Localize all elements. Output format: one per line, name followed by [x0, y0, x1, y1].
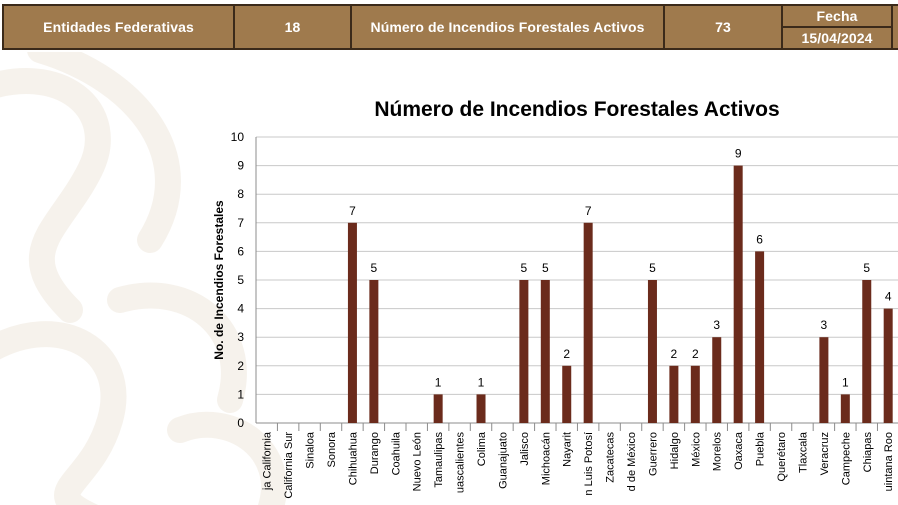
y-tick-label: 10 [231, 130, 245, 144]
y-tick-label: 7 [237, 216, 244, 230]
value-label: 2 [692, 347, 699, 361]
fires-count: 73 [715, 19, 731, 35]
x-tick-label: Oaxaca [733, 431, 745, 470]
x-tick-label: México [690, 432, 702, 467]
y-tick-label: 0 [237, 416, 244, 430]
x-tick-label: Nuevo León [412, 432, 424, 491]
x-tick-label: California Sur [283, 432, 295, 499]
bar [733, 165, 743, 423]
fires-label-cell: Número de Incendios Forestales Activos [350, 4, 665, 50]
header-edge-cell [891, 4, 898, 50]
x-tick-label: Chiapas [862, 432, 874, 473]
chart-title: Número de Incendios Forestales Activos [374, 98, 779, 121]
date-cell: Fecha 15/04/2024 [781, 4, 893, 50]
summary-header: Entidades Federativas 18 Número de Incen… [0, 0, 898, 52]
x-tick-label: Zacatecas [605, 432, 617, 483]
value-label: 1 [435, 375, 442, 389]
fires-bar-chart: Número de Incendios Forestales Activos N… [212, 98, 898, 499]
x-tick-label: Durango [369, 432, 381, 474]
x-tick-label: Hidalgo [669, 432, 681, 469]
value-label: 2 [563, 347, 570, 361]
value-label: 2 [671, 347, 678, 361]
value-label: 9 [735, 147, 742, 161]
x-tick-label: Sonora [326, 431, 338, 467]
value-label: 5 [542, 261, 549, 275]
value-label: 3 [713, 318, 720, 332]
bar [755, 251, 765, 423]
x-tick-label: Querétaro [776, 432, 788, 482]
y-tick-label: 3 [237, 330, 244, 344]
bar [562, 365, 572, 423]
bar [862, 280, 872, 423]
x-tick-label: Jalisco [519, 432, 531, 466]
x-tick-label: Campeche [840, 432, 852, 485]
x-tick-label: Colima [476, 431, 488, 466]
x-tick-label: Guanajuato [497, 432, 509, 489]
value-label: 5 [649, 261, 656, 275]
x-tick-label: Guerrero [647, 432, 659, 476]
x-tick-label: Nayarit [562, 432, 574, 467]
bar [476, 394, 486, 423]
bar [712, 337, 722, 423]
bar [669, 365, 679, 423]
entities-label: Entidades Federativas [43, 19, 194, 35]
x-tick-label: uascalientes [455, 432, 467, 494]
y-tick-label: 9 [237, 159, 244, 173]
y-tick-label: 6 [237, 244, 244, 258]
bars [347, 165, 893, 423]
value-label: 5 [371, 261, 378, 275]
grid-lines [255, 136, 898, 431]
x-tick-labels: ja California California Sur Sinaloa Sonora… [262, 431, 895, 499]
y-tick-label: 4 [237, 302, 244, 316]
value-label: 3 [821, 318, 828, 332]
date-value: 15/04/2024 [801, 30, 873, 46]
value-label: 7 [585, 204, 592, 218]
bar [883, 308, 893, 423]
x-tick-label: Tlaxcala [797, 431, 809, 473]
entities-count-cell: 18 [233, 4, 352, 50]
x-tick-label: Puebla [755, 431, 767, 466]
entities-count: 18 [284, 19, 301, 35]
x-tick-label: d de México [626, 432, 638, 491]
background-watermark [0, 50, 287, 505]
bar [519, 280, 529, 423]
value-label: 4 [885, 290, 892, 304]
y-tick-label: 2 [237, 359, 244, 373]
bar [690, 365, 700, 423]
y-axis-label: No. de Incendios Forestales [212, 200, 226, 360]
value-label: 7 [349, 204, 356, 218]
x-tick-label: Michoacán [540, 432, 552, 485]
bar [819, 337, 829, 423]
bar [433, 394, 443, 423]
y-tick-label: 5 [237, 273, 244, 287]
x-tick-label: n Luis Potosí [583, 432, 595, 496]
y-tick-labels: 0 1 2 3 4 5 6 7 8 9 10 [231, 130, 245, 430]
value-label: 1 [842, 375, 849, 389]
bar [369, 280, 379, 423]
value-label: 5 [521, 261, 528, 275]
x-tick-label: Tamaulipas [433, 432, 445, 488]
x-tick-label: Veracruz [819, 432, 831, 475]
value-label: 5 [863, 261, 870, 275]
value-label: 6 [756, 232, 763, 246]
y-tick-label: 1 [237, 387, 244, 401]
date-label: Fecha [816, 8, 858, 24]
x-tick-label: Chihuahua [347, 431, 359, 485]
value-label: 1 [478, 375, 485, 389]
bar [540, 280, 550, 423]
bar [840, 394, 850, 423]
entities-label-cell: Entidades Federativas [2, 4, 235, 50]
x-tick-label: ja California [262, 431, 274, 491]
x-tick-label: Sinaloa [305, 431, 317, 469]
bar [347, 222, 357, 423]
x-tick-label: uintana Roo [883, 432, 895, 491]
y-tick-label: 8 [237, 187, 244, 201]
fires-count-cell: 73 [663, 4, 783, 50]
fires-label: Número de Incendios Forestales Activos [370, 19, 645, 35]
x-tick-label: Coahuila [390, 431, 402, 475]
bar [583, 222, 593, 423]
bar [647, 280, 657, 423]
x-tick-label: Morelos [712, 432, 724, 472]
